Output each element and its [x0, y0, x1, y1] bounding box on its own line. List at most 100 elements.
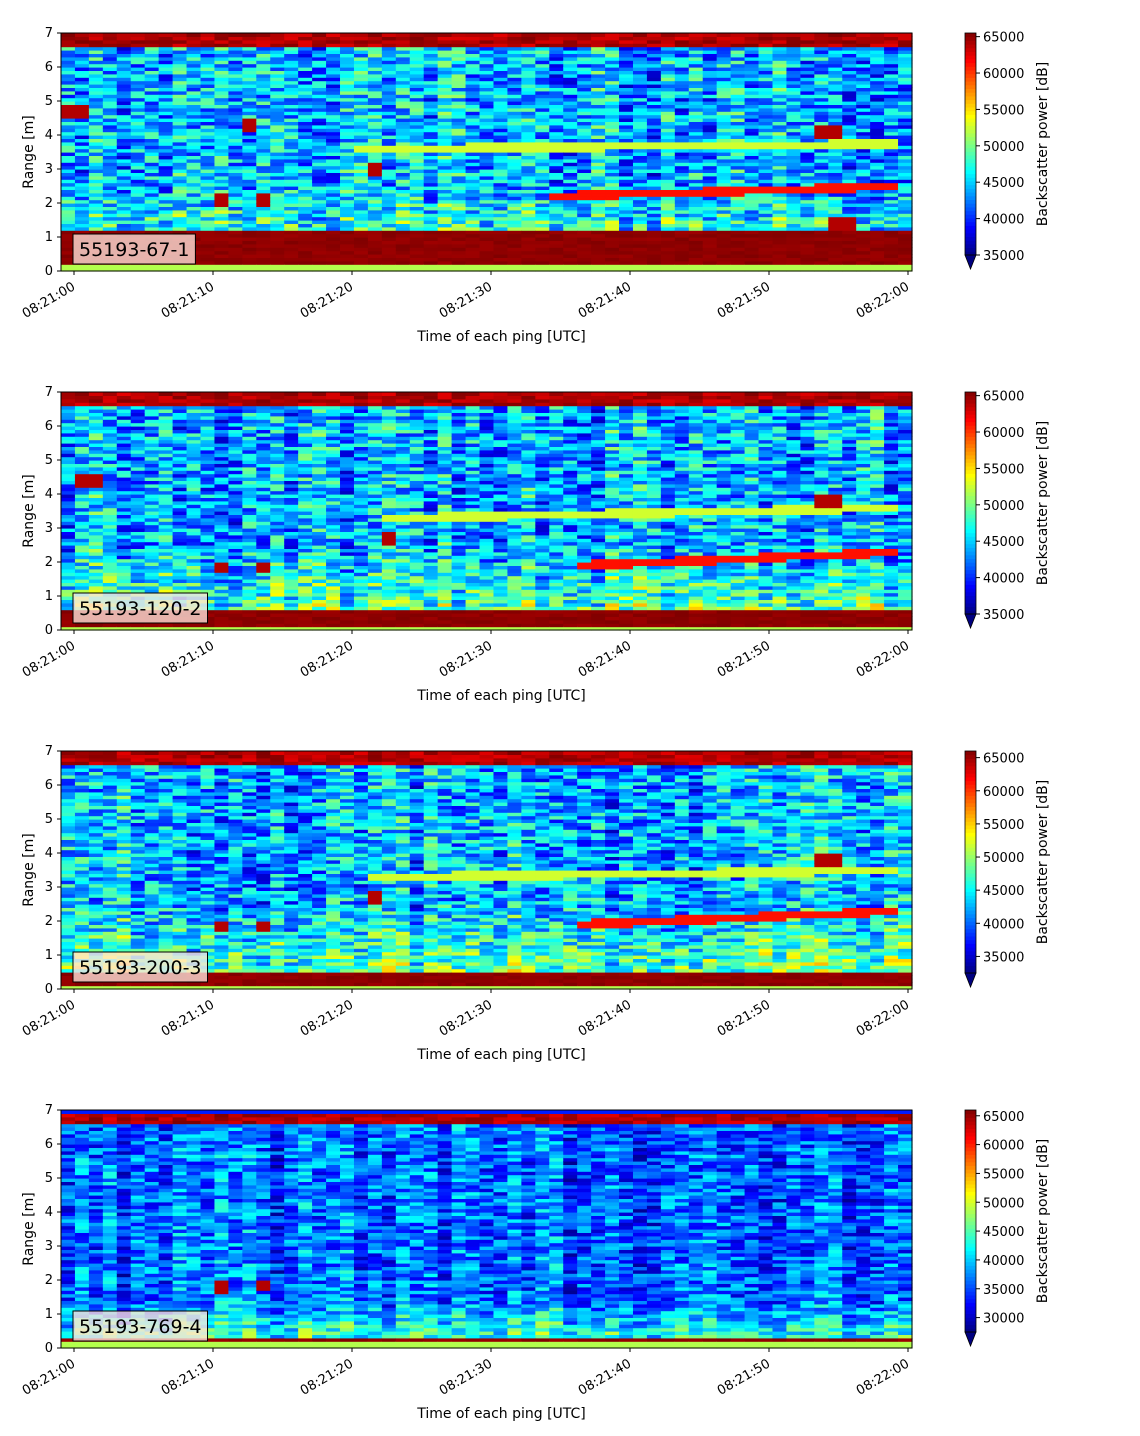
- heatmap-cell: [744, 33, 760, 37]
- heatmap-cell: [116, 267, 132, 272]
- heatmap-cell: [326, 39, 341, 44]
- heatmap-cell: [577, 257, 592, 262]
- heatmap-cell: [660, 199, 676, 204]
- heatmap-cell: [228, 206, 243, 211]
- heatmap-cell: [256, 203, 271, 207]
- heatmap-cell: [702, 128, 718, 133]
- heatmap-cell: [270, 39, 285, 44]
- heatmap-cell: [186, 43, 202, 48]
- heatmap-cell: [256, 148, 271, 153]
- heatmap-cell: [423, 121, 439, 126]
- heatmap-cell: [479, 97, 495, 102]
- heatmap-cell: [884, 148, 899, 153]
- colorbar-segment: [965, 40, 976, 45]
- heatmap-cell: [353, 46, 369, 51]
- heatmap-cell: [172, 209, 188, 214]
- heatmap-cell: [814, 175, 829, 180]
- heatmap-cell: [437, 267, 453, 272]
- heatmap-cell: [632, 199, 648, 204]
- heatmap-cell: [409, 56, 425, 61]
- heatmap-cell: [88, 80, 104, 85]
- heatmap-cell: [437, 254, 453, 258]
- heatmap-cell: [102, 128, 118, 133]
- heatmap-cell: [730, 121, 746, 126]
- heatmap-cell: [256, 196, 271, 201]
- heatmap-cell: [674, 206, 690, 211]
- heatmap-cell: [423, 43, 439, 48]
- heatmap-cell: [814, 162, 829, 167]
- heatmap-cell: [660, 237, 676, 241]
- heatmap-cell: [61, 73, 76, 78]
- heatmap-cell: [507, 182, 522, 187]
- colorbar-segment: [965, 99, 976, 104]
- heatmap-cell: [367, 70, 383, 75]
- heatmap-cell: [381, 247, 397, 252]
- heatmap-cell: [507, 135, 522, 139]
- heatmap-cell: [702, 145, 718, 150]
- heatmap-cell: [228, 43, 243, 48]
- heatmap-cell: [284, 141, 299, 146]
- heatmap-cell: [479, 165, 495, 170]
- heatmap-cell: [674, 196, 690, 201]
- heatmap-cell: [437, 84, 453, 88]
- heatmap-cell: [660, 39, 676, 44]
- heatmap-cell: [507, 247, 522, 252]
- heatmap-cell: [228, 267, 243, 272]
- heatmap-cell: [158, 67, 174, 71]
- heatmap-cell: [744, 80, 760, 85]
- heatmap-cell: [144, 267, 160, 272]
- heatmap-cell: [535, 260, 550, 265]
- heatmap-cell: [88, 436, 104, 441]
- heatmap-cell: [605, 196, 620, 201]
- heatmap-cell: [423, 162, 439, 167]
- heatmap-cell: [577, 152, 592, 156]
- heatmap-cell: [409, 148, 425, 153]
- heatmap-cell: [591, 114, 606, 119]
- heatmap-cell: [270, 223, 285, 228]
- heatmap-cell: [326, 237, 341, 241]
- heatmap-cell: [535, 73, 550, 78]
- heatmap-cell: [744, 233, 760, 238]
- heatmap-cell: [381, 175, 397, 180]
- heatmap-cell: [479, 114, 495, 119]
- heatmap-cell: [563, 233, 578, 238]
- heatmap-cell: [395, 94, 411, 99]
- heatmap-cell: [549, 138, 564, 143]
- heatmap-cell: [214, 70, 230, 75]
- heatmap-cell: [870, 169, 885, 173]
- heatmap-cell: [200, 104, 216, 109]
- heatmap-cell: [437, 39, 453, 44]
- heatmap-cell: [730, 148, 746, 153]
- heatmap-cell: [730, 138, 746, 143]
- heatmap-cell: [884, 179, 899, 184]
- heatmap-cell: [423, 97, 439, 102]
- heatmap-cell: [116, 470, 132, 475]
- heatmap-cell: [479, 199, 495, 204]
- heatmap-cell: [74, 470, 90, 475]
- heatmap-cell: [521, 77, 536, 82]
- colorbar-segment: [965, 132, 976, 138]
- heatmap-cell: [646, 216, 662, 221]
- heatmap-cell: [437, 118, 453, 122]
- heatmap-cell: [632, 124, 648, 129]
- heatmap-cell: [814, 230, 829, 235]
- heatmap-cell: [423, 114, 439, 119]
- heatmap-cell: [619, 128, 634, 133]
- heatmap-cell: [563, 243, 578, 248]
- heatmap-cell: [605, 87, 620, 92]
- heatmap-cell: [144, 453, 160, 458]
- heatmap-cell: [298, 203, 313, 207]
- heatmap-cell: [884, 260, 899, 265]
- heatmap-cell: [870, 70, 885, 75]
- heatmap-cell: [200, 114, 216, 119]
- heatmap-cell: [786, 145, 801, 150]
- heatmap-cell: [451, 165, 467, 170]
- heatmap-cell: [367, 87, 383, 92]
- heatmap-cell: [716, 77, 732, 82]
- heatmap-cell: [200, 162, 216, 167]
- heatmap-cell: [312, 80, 327, 85]
- heatmap-cell: [312, 56, 327, 61]
- heatmap-cell: [172, 53, 188, 58]
- heatmap-cell: [451, 203, 467, 207]
- heatmap-cell: [186, 141, 202, 146]
